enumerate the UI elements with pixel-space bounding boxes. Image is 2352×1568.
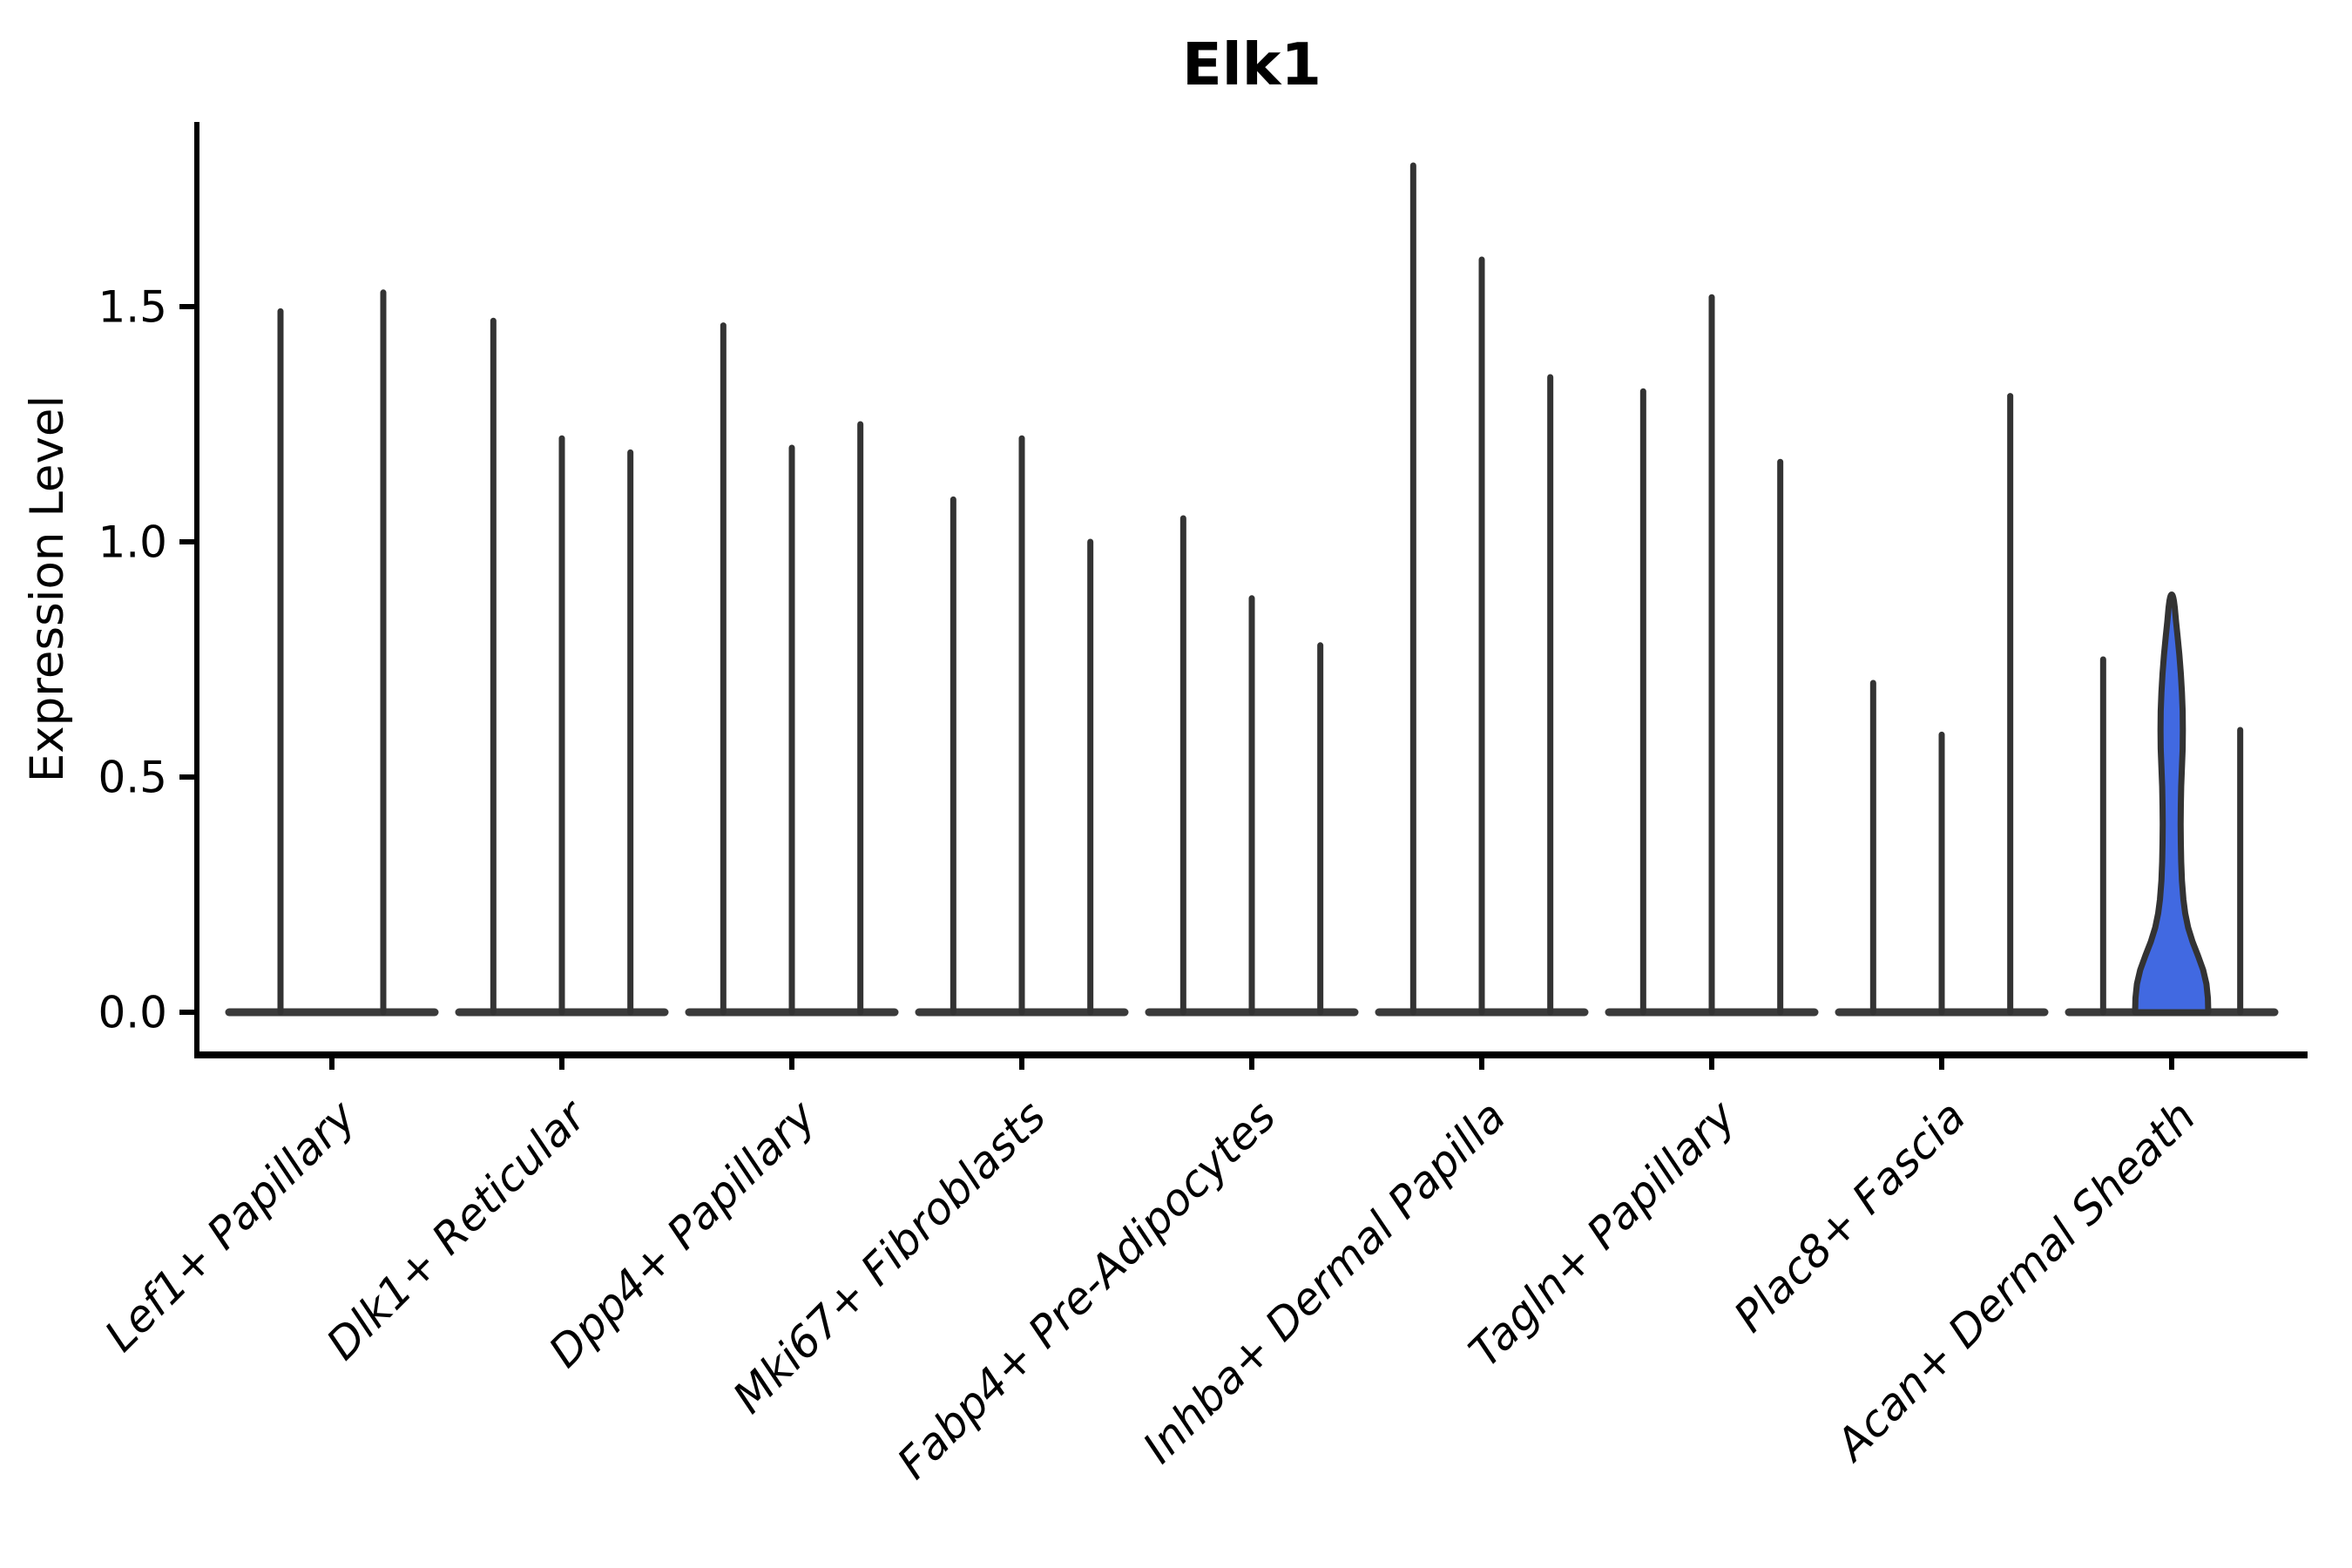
x-tick-label: Lef1+ Papillary <box>95 1090 366 1361</box>
x-tick-label: Plac8+ Fascia <box>1725 1091 1976 1342</box>
y-tick-label: 0.5 <box>98 753 167 803</box>
x-tick-label: Inhba+ Dermal Papilla <box>1133 1091 1515 1472</box>
y-tick-label: 0.0 <box>98 988 167 1038</box>
x-tick-label: Fabp4+ Pre-Adipocytes <box>888 1091 1286 1489</box>
y-tick-label: 1.5 <box>98 282 167 333</box>
highlighted-violin <box>2132 591 2212 1016</box>
y-tick-label: 1.0 <box>98 517 167 568</box>
chart-title: Elk1 <box>1182 30 1321 98</box>
y-axis-label: Expression Level <box>21 395 74 782</box>
